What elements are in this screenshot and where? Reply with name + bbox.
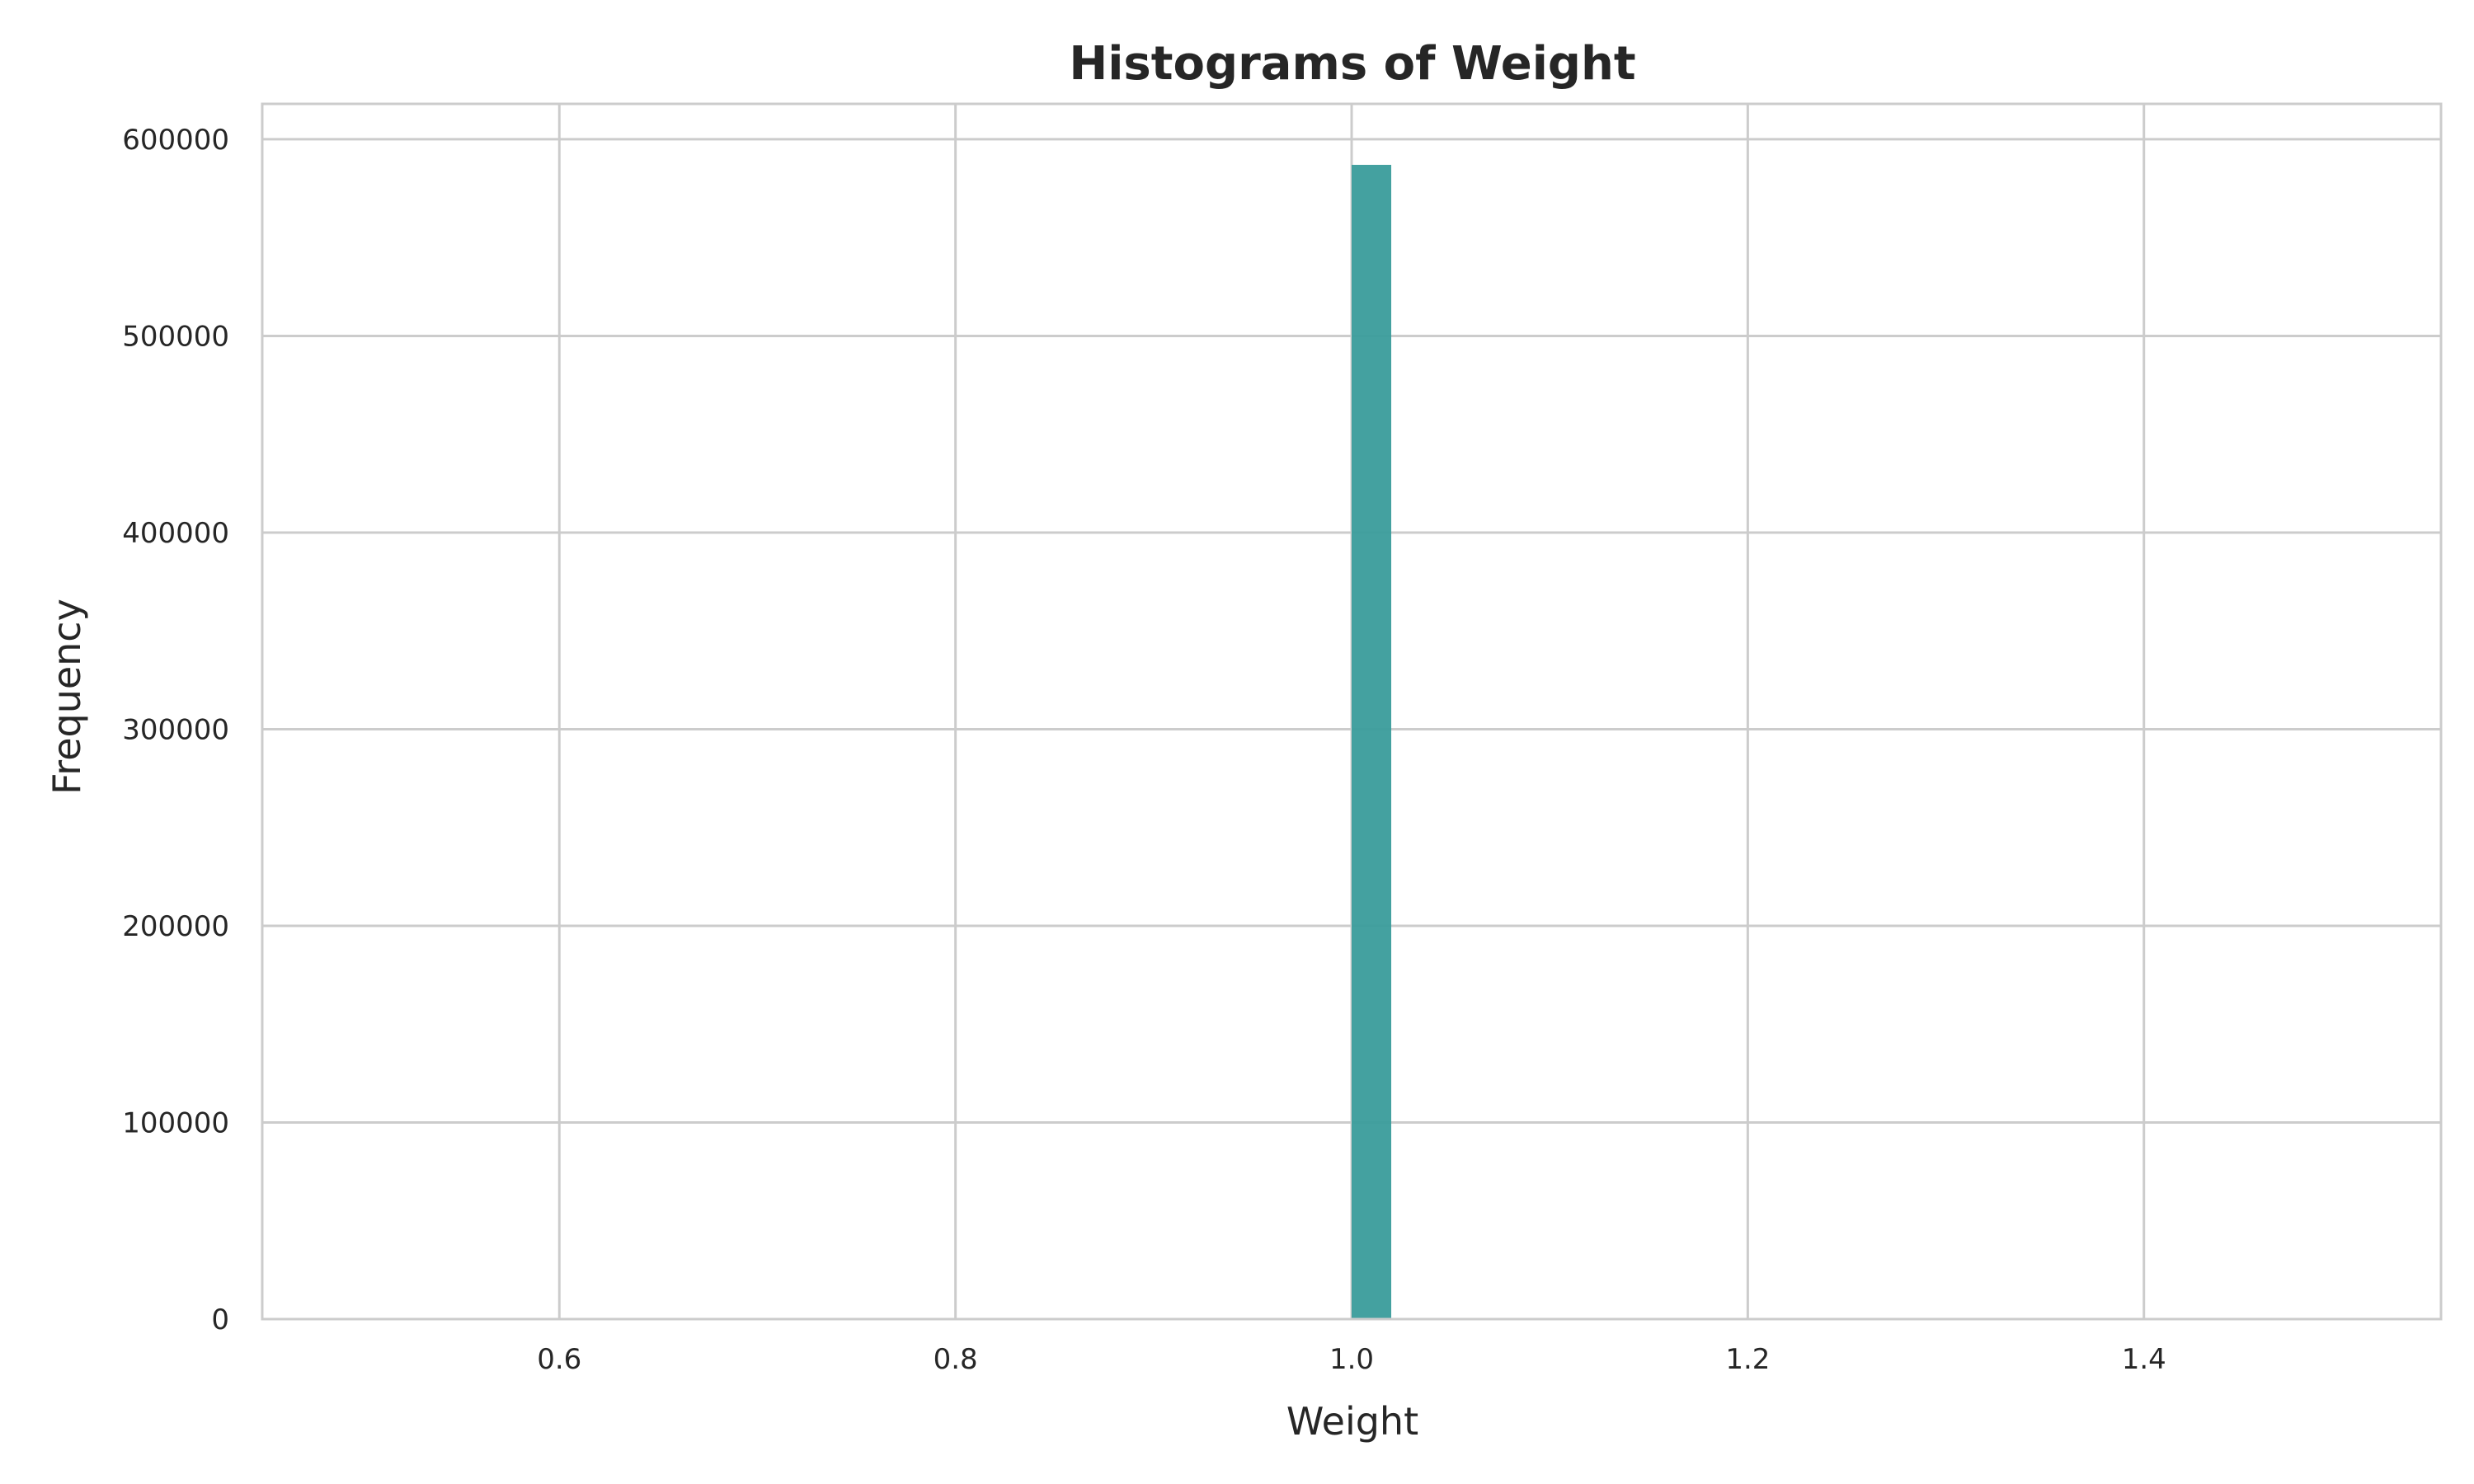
chart-title: Histograms of Weight bbox=[1069, 37, 1635, 91]
plot-frame bbox=[261, 102, 2443, 1321]
y-tick-label: 400000 bbox=[122, 517, 229, 550]
y-tick-labels: 0 100000 200000 300000 400000 500000 600000 bbox=[122, 124, 229, 1336]
y-tick-label: 500000 bbox=[122, 320, 229, 353]
x-tick-labels: 0.6 0.8 1.0 1.2 1.4 bbox=[537, 1343, 2166, 1376]
x-tick-label: 1.0 bbox=[1329, 1343, 1374, 1376]
y-tick-label: 600000 bbox=[122, 124, 229, 157]
y-tick-label: 100000 bbox=[122, 1106, 229, 1139]
y-axis-label: Frequency bbox=[45, 599, 89, 795]
bars bbox=[1352, 164, 1392, 1320]
x-tick-label: 0.6 bbox=[537, 1343, 581, 1376]
x-tick-label: 1.4 bbox=[2122, 1343, 2166, 1376]
x-axis-label: Weight bbox=[1286, 1399, 1418, 1444]
y-tick-label: 200000 bbox=[122, 910, 229, 943]
y-tick-label: 300000 bbox=[122, 713, 229, 746]
x-tick-label: 0.8 bbox=[934, 1343, 978, 1376]
histogram-bar bbox=[1352, 164, 1392, 1320]
x-tick-label: 1.2 bbox=[1725, 1343, 1770, 1376]
y-tick-label: 0 bbox=[211, 1303, 229, 1336]
